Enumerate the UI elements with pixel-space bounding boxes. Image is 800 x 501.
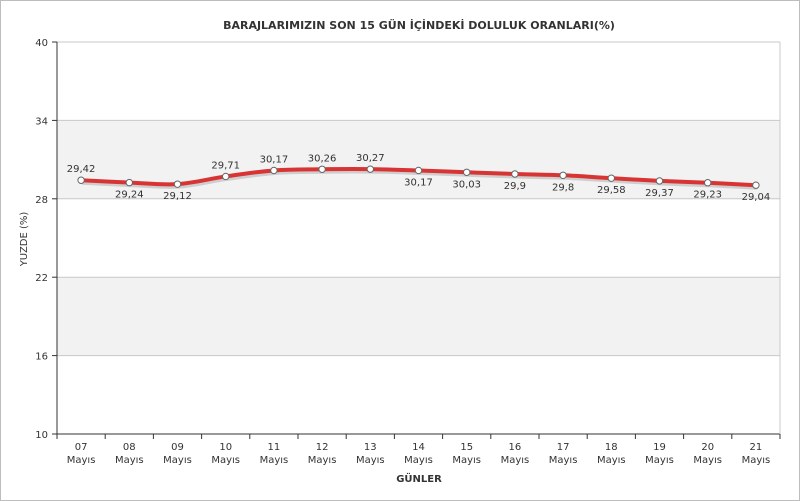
x-tick-label-month: Mayıs [742,455,771,466]
x-tick-label-month: Mayıs [115,455,144,466]
data-point [704,179,712,187]
data-label: 29,04 [742,192,771,203]
data-label: 29,42 [67,164,96,175]
data-point [463,168,471,176]
x-tick-label-month: Mayıs [693,455,722,466]
x-tick-label-month: Mayıs [356,455,385,466]
x-axis-ticks: 07 Mayıs 08 Mayıs 09 Mayıs 10 Mayıs 11 Mayıs 12 May… [56,434,781,466]
data-label: 29,71 [211,160,240,171]
data-point [318,165,326,173]
grid-band [57,277,780,356]
x-tick-label-day: 07 [75,442,88,453]
y-tick-label: 40 [35,38,48,49]
x-tick-label-month: Mayıs [597,455,626,466]
x-tick-label-month: Mayıs [549,455,578,466]
x-tick-label-month: Mayıs [452,455,481,466]
x-tick-label-day: 18 [605,442,618,453]
data-point [77,176,85,184]
x-tick-label-month: Mayıs [308,455,337,466]
data-label: 30,27 [356,153,385,164]
data-label: 29,12 [163,191,192,202]
data-point [173,180,182,188]
y-tick-label: 16 [35,352,48,363]
x-tick-label-day: 16 [509,442,522,453]
x-tick-label-day: 08 [123,442,136,453]
x-tick-label-day: 10 [219,442,232,453]
x-tick-label-day: 21 [750,442,763,453]
y-axis-title: YUZDE (%) [19,212,30,268]
grid-lines [56,41,781,435]
y-tick-label: 34 [35,116,48,127]
x-tick-label-month: Mayıs [163,455,192,466]
data-point [752,181,760,189]
data-label: 30,17 [260,154,289,165]
x-tick-label-month: Mayıs [404,455,433,466]
y-tick-label: 22 [35,273,48,284]
data-label: 30,17 [404,177,433,188]
x-tick-label-day: 13 [364,442,377,453]
x-axis-title: GÜNLER [396,471,442,485]
data-point [655,177,664,185]
x-tick-label-day: 19 [653,442,666,453]
data-point [414,166,423,175]
data-label: 29,58 [597,185,626,196]
data-point [366,165,374,173]
x-tick-label-day: 14 [412,442,425,453]
x-tick-label-month: Mayıs [211,455,240,466]
data-points [77,165,760,189]
data-point [222,172,230,181]
data-label: 30,26 [308,153,337,164]
y-tick-label: 28 [35,195,48,206]
data-point [270,166,278,175]
x-tick-label-day: 12 [316,442,329,453]
data-label: 30,03 [452,179,481,190]
data-label: 29,9 [504,181,526,192]
data-point [607,174,615,182]
plot-background [57,42,780,434]
plot-area [57,42,780,434]
data-labels: 29,42 29,24 29,12 29,71 30,17 30,26 30,27 30,17… [67,153,770,203]
data-label: 29,23 [693,190,722,201]
y-tick-label: 10 [35,430,48,441]
x-tick-label-month: Mayıs [501,455,530,466]
data-label: 29,37 [645,188,674,199]
x-tick-label-day: 11 [268,442,281,453]
x-tick-label-day: 09 [171,442,184,453]
chart-title: BARAJLARIMIZIN SON 15 GÜN İÇİNDEKİ DOLUL… [223,18,615,32]
x-tick-label-month: Mayıs [67,455,96,466]
data-point [511,170,519,178]
data-label: 29,24 [115,190,144,201]
data-label: 29,8 [552,182,574,193]
x-tick-label-month: Mayıs [260,455,289,466]
data-point [125,178,134,187]
data-point [559,171,567,179]
x-tick-label-month: Mayıs [645,455,674,466]
y-axis-ticks: 10 16 22 28 34 40 [35,38,57,441]
x-tick-label-day: 15 [460,442,473,453]
x-tick-label-day: 20 [701,442,714,453]
x-tick-label-day: 17 [557,442,570,453]
